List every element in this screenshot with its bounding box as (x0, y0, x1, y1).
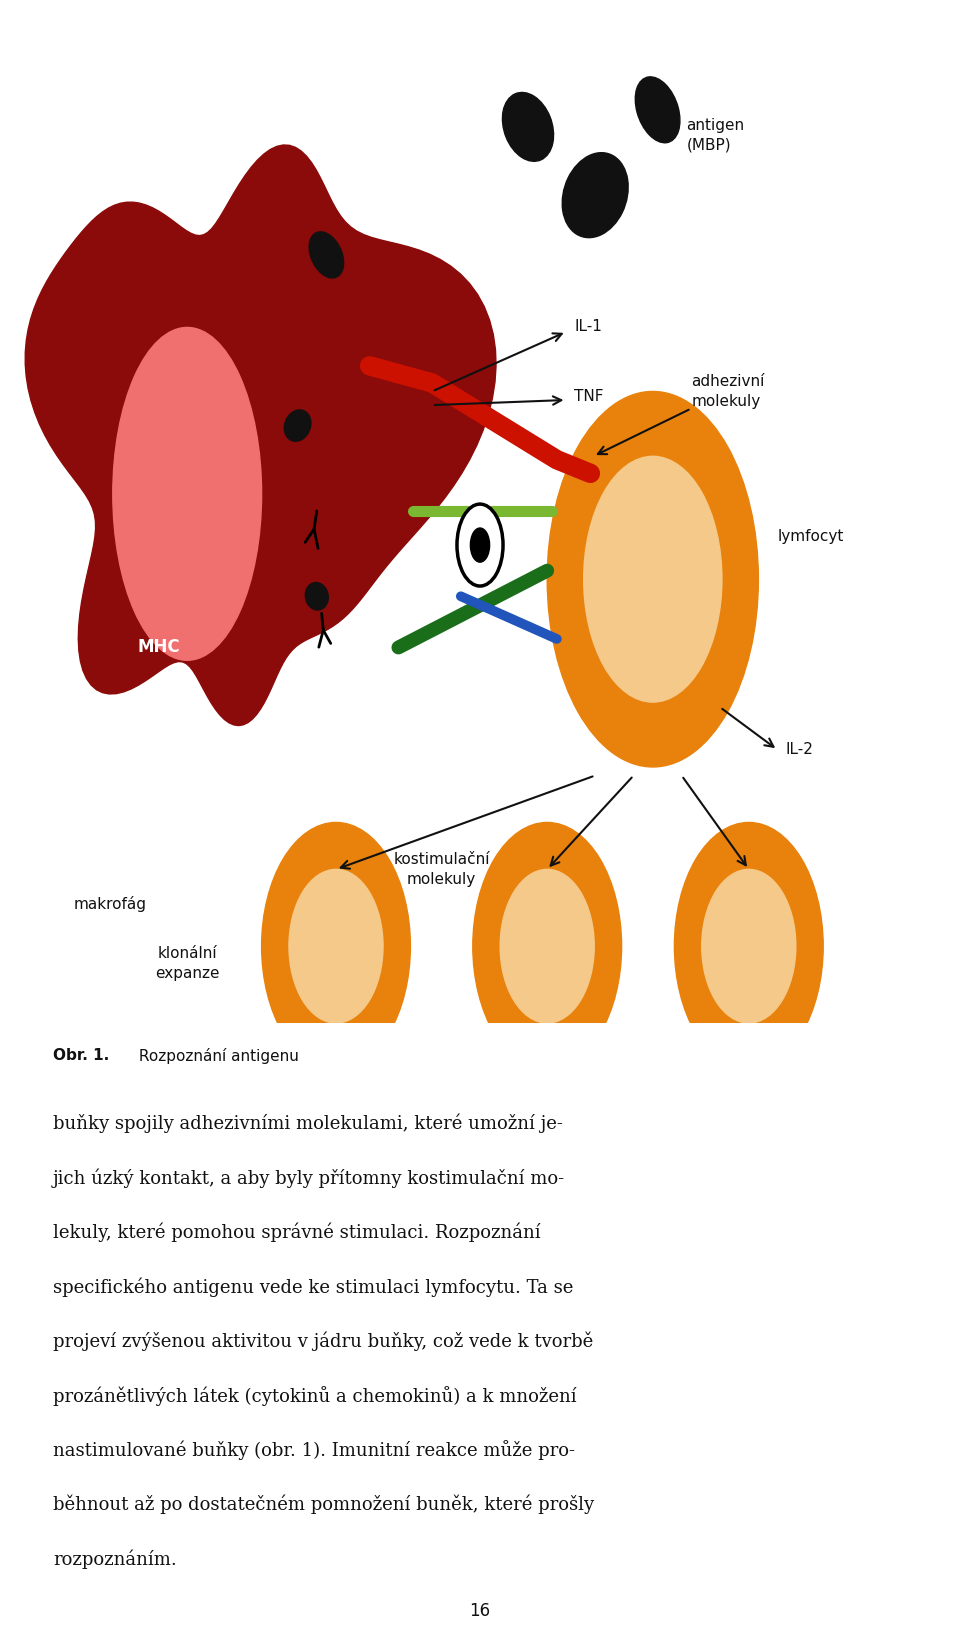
Ellipse shape (289, 870, 383, 1023)
Text: jich úzký kontakt, a aby byly přítomny kostimulační mo-: jich úzký kontakt, a aby byly přítomny k… (53, 1168, 564, 1188)
Text: klonální
expanze: klonální expanze (155, 945, 220, 980)
Ellipse shape (500, 870, 594, 1023)
Ellipse shape (112, 327, 261, 660)
Circle shape (457, 505, 503, 586)
Ellipse shape (261, 822, 410, 1069)
Text: Rozpoznání antigenu: Rozpoznání antigenu (134, 1048, 300, 1064)
Ellipse shape (563, 153, 628, 238)
Text: prozánětlivých látek (cytokinů a chemokinů) a k množení: prozánětlivých látek (cytokinů a chemoki… (53, 1386, 576, 1406)
Text: lymfocyt: lymfocyt (778, 530, 844, 544)
Text: běhnout až po dostatečném pomnožení buněk, které prošly: běhnout až po dostatečném pomnožení buně… (53, 1495, 594, 1515)
Text: rozpoznáním.: rozpoznáním. (53, 1549, 177, 1569)
Circle shape (470, 528, 490, 563)
Text: IL-2: IL-2 (785, 742, 813, 757)
Text: antigen
(MBP): antigen (MBP) (686, 119, 745, 153)
Circle shape (584, 457, 722, 703)
Ellipse shape (305, 582, 328, 610)
Text: MHC: MHC (137, 639, 180, 657)
Circle shape (547, 391, 758, 767)
Ellipse shape (472, 822, 621, 1069)
Ellipse shape (702, 870, 796, 1023)
Ellipse shape (674, 822, 823, 1069)
Text: lekuly, které pomohou správné stimulaci. Rozpoznání: lekuly, které pomohou správné stimulaci.… (53, 1223, 540, 1242)
Ellipse shape (309, 231, 344, 277)
Text: Obr. 1.: Obr. 1. (53, 1048, 109, 1063)
Text: adhezivní
molekuly: adhezivní molekuly (691, 375, 764, 409)
Ellipse shape (502, 92, 554, 162)
Text: projeví zvýšenou aktivitou v jádru buňky, což vede k tvorbě: projeví zvýšenou aktivitou v jádru buňky… (53, 1332, 593, 1351)
Ellipse shape (284, 409, 311, 441)
Text: buňky spojily adhezivními molekulami, které umožní je-: buňky spojily adhezivními molekulami, kt… (53, 1114, 563, 1134)
Ellipse shape (636, 78, 680, 144)
Text: nastimulované buňky (obr. 1). Imunitní reakce může pro-: nastimulované buňky (obr. 1). Imunitní r… (53, 1440, 575, 1460)
Text: specifického antigenu vede ke stimulaci lymfocytu. Ta se: specifického antigenu vede ke stimulaci … (53, 1277, 573, 1297)
Text: kostimulační
molekuly: kostimulační molekuly (394, 851, 490, 886)
Text: IL-1: IL-1 (574, 318, 602, 333)
Text: 16: 16 (469, 1602, 491, 1620)
Text: TNF: TNF (574, 389, 604, 404)
Polygon shape (25, 145, 496, 726)
Text: makrofág: makrofág (74, 896, 147, 911)
